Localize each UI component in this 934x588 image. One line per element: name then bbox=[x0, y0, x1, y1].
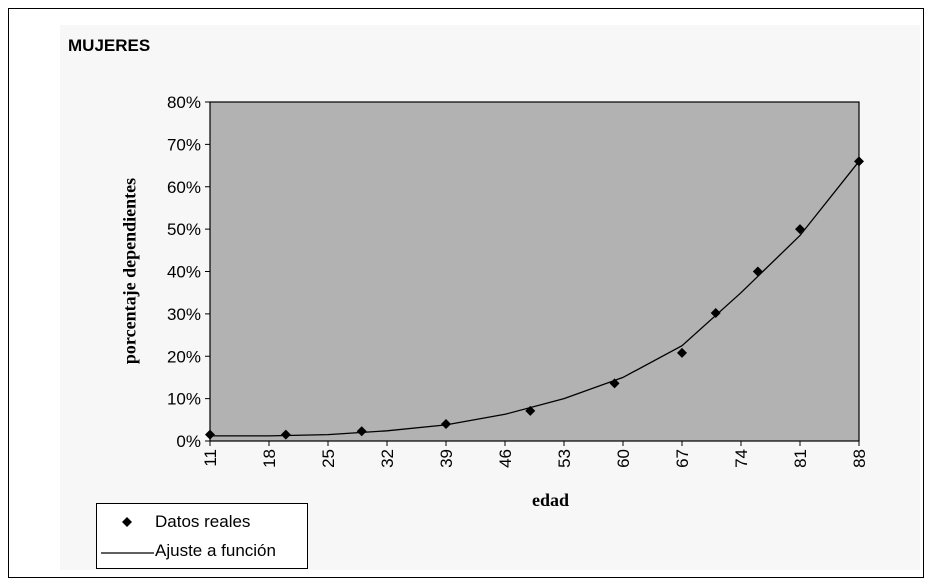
data-point-marker bbox=[752, 266, 763, 277]
y-tick-label: 20% bbox=[167, 347, 201, 366]
data-point-marker bbox=[609, 378, 620, 389]
y-tick-label: 0% bbox=[176, 432, 201, 451]
y-tick-label: 10% bbox=[167, 390, 201, 409]
x-tick-label: 11 bbox=[201, 449, 220, 467]
plot-area bbox=[209, 101, 860, 442]
x-tick-label: 60 bbox=[614, 449, 633, 468]
y-tick-label: 40% bbox=[167, 263, 201, 282]
chart-title: MUJERES bbox=[68, 36, 151, 55]
data-point-marker bbox=[854, 156, 864, 167]
y-tick-label: 70% bbox=[167, 135, 201, 154]
x-axis-label: edad bbox=[532, 490, 570, 510]
line-swatch-icon bbox=[101, 552, 154, 554]
legend-item-ajuste: Ajuste a función bbox=[97, 537, 307, 565]
legend-label: Datos reales bbox=[155, 512, 251, 531]
data-point-marker bbox=[356, 426, 367, 437]
data-point-marker bbox=[441, 419, 451, 430]
x-tick-label: 81 bbox=[791, 449, 810, 468]
x-tick-label: 25 bbox=[319, 449, 338, 468]
x-tick-label: 88 bbox=[850, 449, 869, 468]
data-point-marker bbox=[677, 347, 687, 358]
y-axis-label: porcentaje dependientes bbox=[119, 177, 140, 365]
y-tick-label: 80% bbox=[167, 93, 201, 112]
x-tick-label: 46 bbox=[496, 449, 515, 468]
legend: Datos reales Ajuste a función bbox=[96, 503, 308, 569]
x-tick-label: 18 bbox=[260, 449, 279, 468]
y-tick-label: 60% bbox=[167, 178, 201, 197]
x-tick-label: 39 bbox=[437, 449, 456, 468]
x-tick-label: 74 bbox=[732, 449, 751, 468]
legend-label: Ajuste a función bbox=[155, 541, 276, 560]
y-tick-label: 50% bbox=[167, 220, 201, 239]
data-point-marker bbox=[525, 405, 536, 416]
x-tick-label: 67 bbox=[673, 449, 692, 468]
x-tick-label: 32 bbox=[378, 449, 397, 468]
diamond-marker-icon bbox=[122, 517, 132, 527]
legend-item-datos-reales: Datos reales bbox=[97, 508, 307, 536]
data-point-marker bbox=[795, 224, 805, 235]
x-tick-label: 53 bbox=[555, 449, 574, 468]
fit-curve-line bbox=[210, 160, 860, 437]
y-tick-label: 30% bbox=[167, 305, 201, 324]
data-point-marker bbox=[280, 429, 291, 440]
data-point-marker bbox=[710, 308, 721, 319]
data-point-marker bbox=[205, 429, 215, 440]
